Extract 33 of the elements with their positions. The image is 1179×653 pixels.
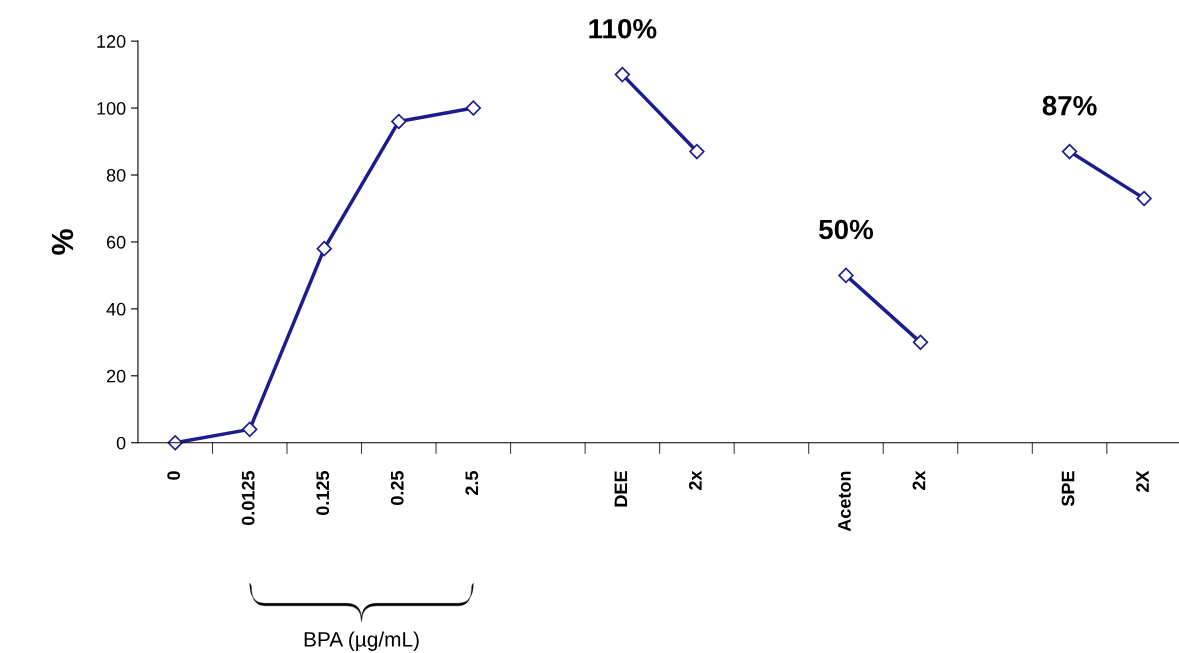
y-tick-label: 40 xyxy=(106,302,126,316)
annotation: 110% xyxy=(589,18,657,39)
x-tick-label: 2x xyxy=(912,470,926,490)
x-tick-label: 2.5 xyxy=(465,471,479,495)
x-tick-label: 2x xyxy=(688,470,702,490)
point xyxy=(1136,190,1152,207)
point xyxy=(838,267,854,284)
y-axis-title: % xyxy=(51,229,74,255)
y-tick-label: 120 xyxy=(97,35,126,48)
y-tick-label: 0 xyxy=(116,436,126,450)
point xyxy=(316,240,332,257)
point xyxy=(614,66,631,83)
y-tick-label: 20 xyxy=(106,369,126,383)
x-tick-label: 2X xyxy=(1136,470,1149,492)
y-tick-label: 60 xyxy=(106,235,126,249)
x-tick-label: 0.0125 xyxy=(241,471,255,526)
point xyxy=(689,143,705,160)
x-tick-label: SPE xyxy=(1061,471,1075,507)
y-tick-label: 100 xyxy=(97,102,126,115)
x-tick-label: 0 xyxy=(167,471,181,480)
point xyxy=(242,421,258,438)
x-tick-label: 0.25 xyxy=(390,471,404,505)
x-tick-label: Aceton xyxy=(838,471,851,532)
point xyxy=(465,100,482,116)
point xyxy=(912,334,929,351)
point xyxy=(391,113,407,130)
x-tick-label: DEE xyxy=(614,471,628,507)
x-tick-label: 0.125 xyxy=(316,471,330,515)
annotation: 87% xyxy=(1042,95,1097,116)
point xyxy=(1061,143,1078,160)
text: BPA (µg/mL) xyxy=(304,631,419,651)
annotation: 50% xyxy=(819,219,874,240)
y-tick-label: 80 xyxy=(106,168,126,182)
